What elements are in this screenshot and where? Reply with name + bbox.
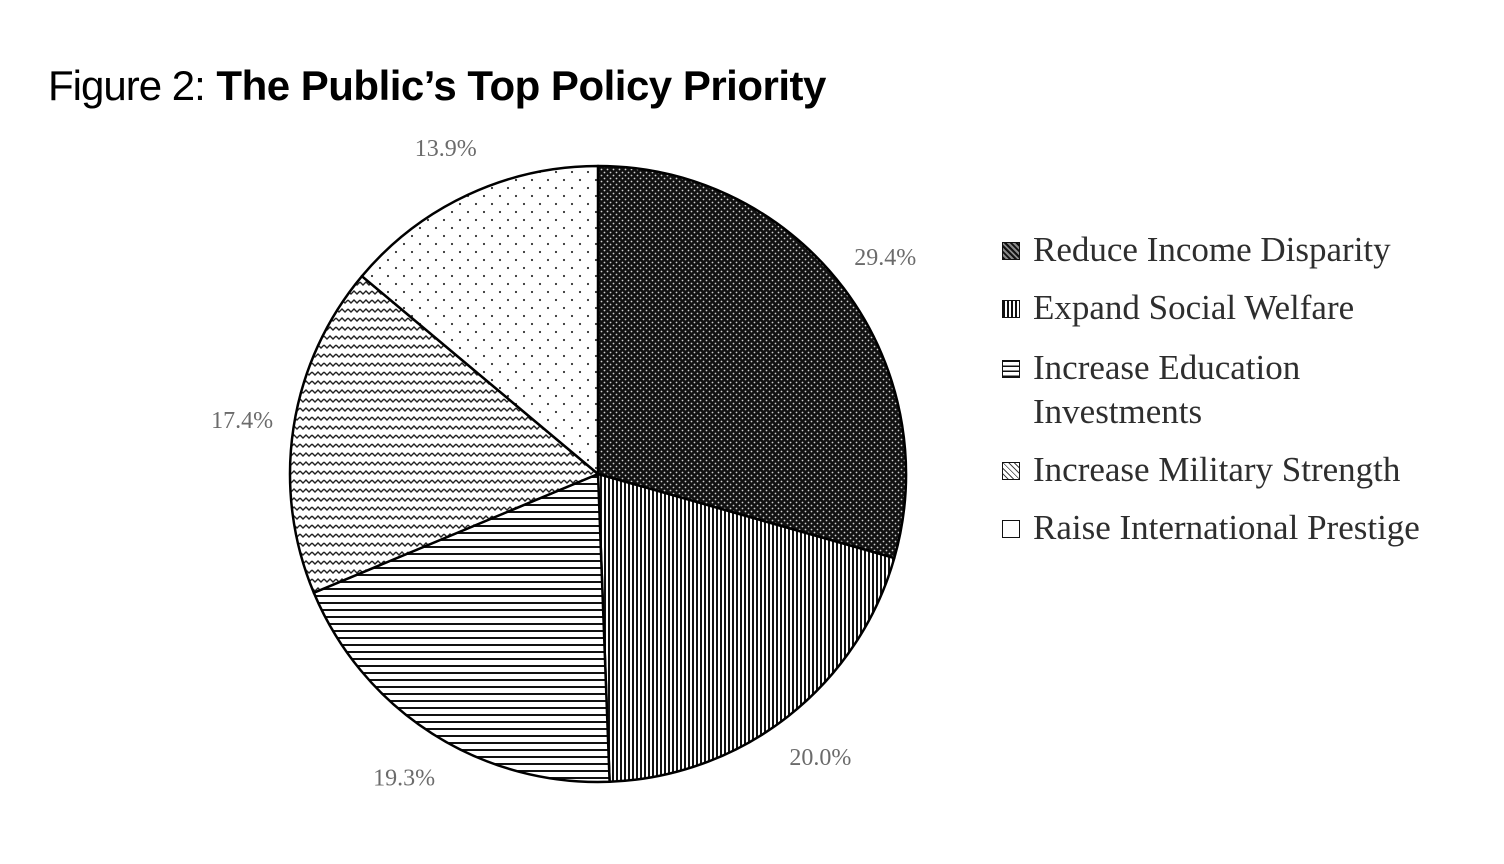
pie-value-label-increase-education-investments: 19.3%: [373, 765, 435, 791]
pie-slice-increase-education-investments: [312, 472, 611, 784]
pie-value-label-increase-military-strength: 17.4%: [211, 408, 273, 434]
pie-value-label-expand-social-welfare: 20.0%: [789, 745, 851, 771]
pie-slice-expand-social-welfare: [596, 472, 896, 784]
legend-item-reduce-income-disparity: Reduce Income Disparity: [1000, 228, 1453, 272]
legend-label: Expand Social Welfare: [1033, 288, 1355, 327]
pie-slices: [288, 164, 908, 784]
pie-slice-increase-military-strength: [288, 274, 600, 595]
legend-label: Raise International Prestige: [1033, 508, 1420, 547]
legend-label: Reduce Income Disparity: [1033, 230, 1391, 269]
legend-label: Increase Education Investments: [1033, 348, 1301, 431]
legend-swatch-vertical-lines: [1002, 300, 1020, 318]
pie-slice-raise-international-prestige: [360, 164, 600, 476]
legend-item-expand-social-welfare: Expand Social Welfare: [1000, 286, 1453, 330]
figure-title: Figure 2: The Public’s Top Policy Priori…: [48, 62, 826, 110]
pie-slice-reduce-income-disparity: [596, 164, 908, 560]
pie-value-labels: 29.4% 20.0% 19.3% 17.4% 13.9%: [211, 136, 916, 792]
figure-main-title: The Public’s Top Policy Priority: [216, 62, 826, 109]
legend-item-increase-military-strength: Increase Military Strength: [1000, 448, 1453, 492]
legend-item-raise-international-prestige: Raise International Prestige: [1000, 506, 1453, 550]
legend-item-increase-education-investments: Increase Education Investments: [1000, 346, 1453, 434]
legend-swatch-sparse-dots: [1002, 520, 1020, 538]
figure-number: Figure 2:: [48, 62, 206, 109]
pie-value-label-reduce-income-disparity: 29.4%: [854, 245, 916, 271]
legend-label: Increase Military Strength: [1033, 450, 1401, 489]
legend-swatch-dense-dots: [1002, 242, 1020, 260]
legend-swatch-horizontal-lines: [1002, 360, 1020, 378]
legend-swatch-wavy-lines: [1002, 462, 1020, 480]
chart-legend: Reduce Income Disparity Expand Social We…: [1000, 228, 1453, 550]
pie-value-label-raise-international-prestige: 13.9%: [415, 136, 477, 162]
